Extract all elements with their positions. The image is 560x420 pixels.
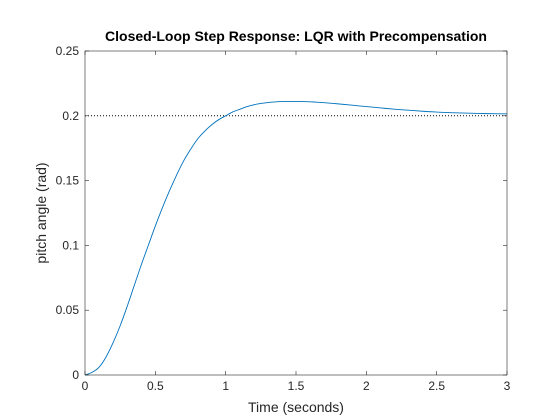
x-tick-label: 1.5 [288, 379, 305, 393]
y-tick-label: 0.05 [56, 303, 80, 317]
x-tick-label: 1 [222, 379, 229, 393]
x-tick-label: 0 [82, 379, 89, 393]
y-tick-label: 0.2 [62, 109, 79, 123]
y-tick-label: 0 [72, 368, 79, 382]
plot-area [85, 51, 507, 375]
x-tick-label: 0.5 [147, 379, 164, 393]
y-tick-label: 0.15 [56, 174, 80, 188]
x-tick-label: 3 [504, 379, 511, 393]
axes-box [84, 50, 508, 376]
step-response-line [84, 100, 508, 376]
series-layer [84, 100, 508, 376]
chart-title: Closed-Loop Step Response: LQR with Prec… [105, 28, 487, 44]
x-tick-label: 2 [363, 379, 370, 393]
x-tick-label: 2.5 [428, 379, 445, 393]
x-axis-label: Time (seconds) [248, 399, 344, 415]
y-tick-label: 0.1 [62, 238, 79, 252]
y-axis-label: pitch angle (rad) [33, 162, 49, 263]
y-tick-label: 0.25 [56, 44, 80, 58]
